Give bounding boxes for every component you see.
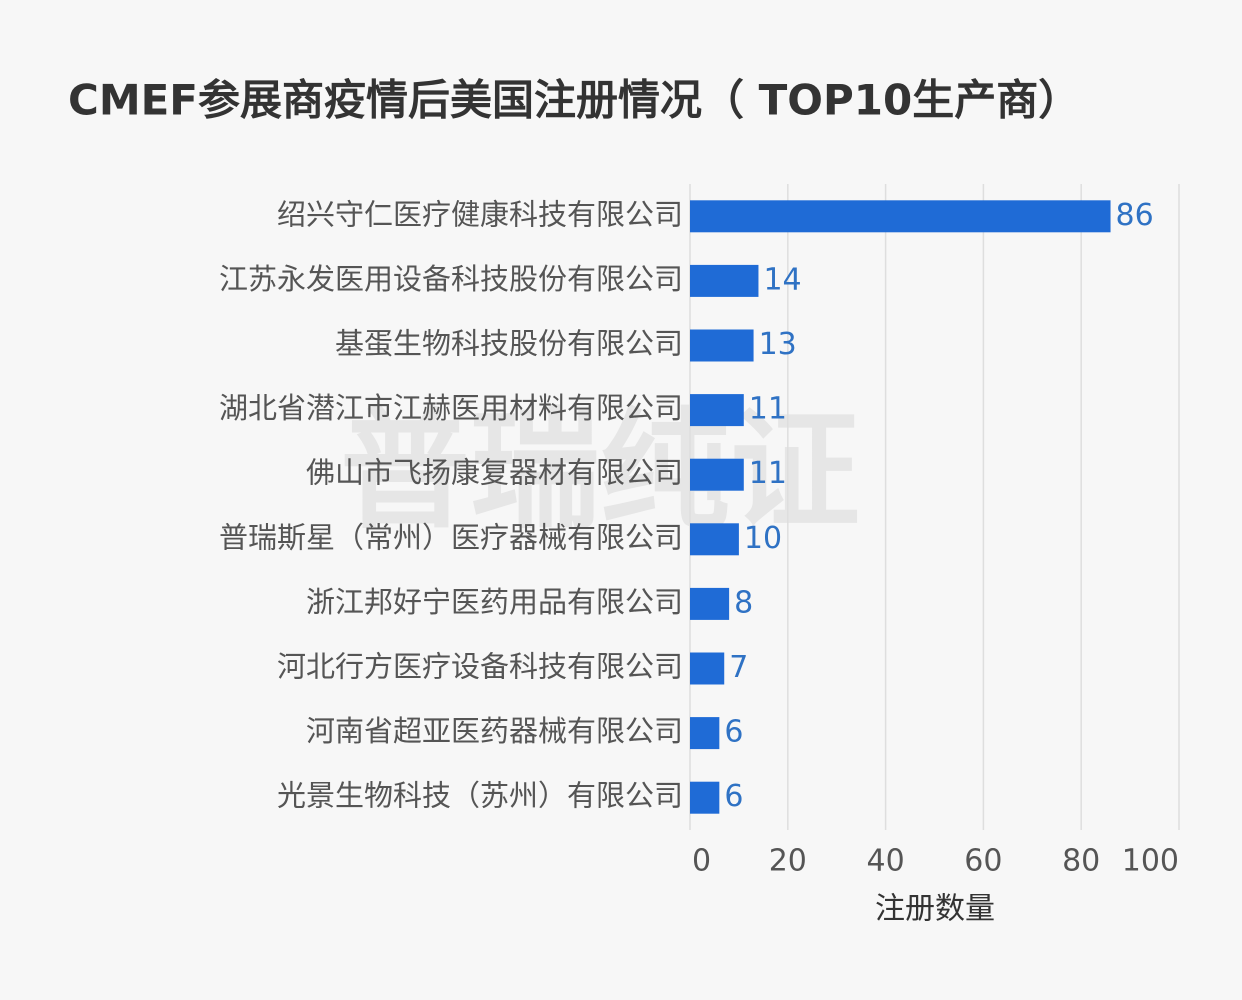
bar [690, 200, 1111, 233]
y-tick-label: 河南省超亚医药器械有限公司 [306, 714, 683, 748]
bar [690, 717, 720, 750]
y-tick-label: 江苏永发医用设备科技股份有限公司 [219, 262, 683, 296]
value-label: 6 [724, 715, 743, 750]
y-tick-label: 光景生物科技（苏州）有限公司 [277, 779, 683, 813]
chart-title: CMEF参展商疫情后美国注册情况（ TOP10生产商） [68, 76, 1080, 125]
bar [690, 264, 759, 297]
value-label: 10 [744, 521, 782, 556]
y-tick-label: 普瑞斯星（常州）医疗器械有限公司 [219, 520, 683, 554]
bar [690, 458, 744, 491]
value-label: 86 [1116, 198, 1154, 233]
value-label: 7 [729, 650, 748, 685]
value-label: 6 [724, 779, 743, 814]
bar [690, 329, 754, 362]
x-tick-label: 0 [692, 844, 711, 879]
value-label: 13 [759, 327, 797, 362]
value-label: 14 [763, 262, 801, 297]
y-tick-label: 绍兴守仁医疗健康科技有限公司 [277, 197, 683, 231]
watermark: 普瑞纯证 [340, 395, 860, 547]
y-tick-label: 浙江邦好宁医药用品有限公司 [306, 585, 683, 619]
x-axis-label: 注册数量 [875, 892, 995, 927]
bar [690, 587, 730, 620]
bar [690, 652, 725, 685]
bar [690, 394, 744, 427]
bar [690, 781, 720, 814]
y-tick-label: 湖北省潜江市江赫医用材料有限公司 [219, 391, 683, 425]
x-tick-label: 60 [964, 844, 1002, 879]
x-tick-label: 20 [769, 844, 807, 879]
value-label: 11 [749, 456, 787, 491]
x-tick-label: 40 [867, 844, 905, 879]
value-label: 8 [734, 585, 753, 620]
bar [690, 523, 739, 556]
y-tick-label: 河北行方医疗设备科技有限公司 [277, 650, 683, 684]
x-tick-label: 80 [1062, 844, 1100, 879]
x-tick-label: 100 [1122, 844, 1179, 879]
y-tick-label: 佛山市飞扬康复器材有限公司 [306, 456, 683, 490]
y-tick-label: 基蛋生物科技股份有限公司 [335, 327, 683, 361]
value-label: 11 [749, 392, 787, 427]
